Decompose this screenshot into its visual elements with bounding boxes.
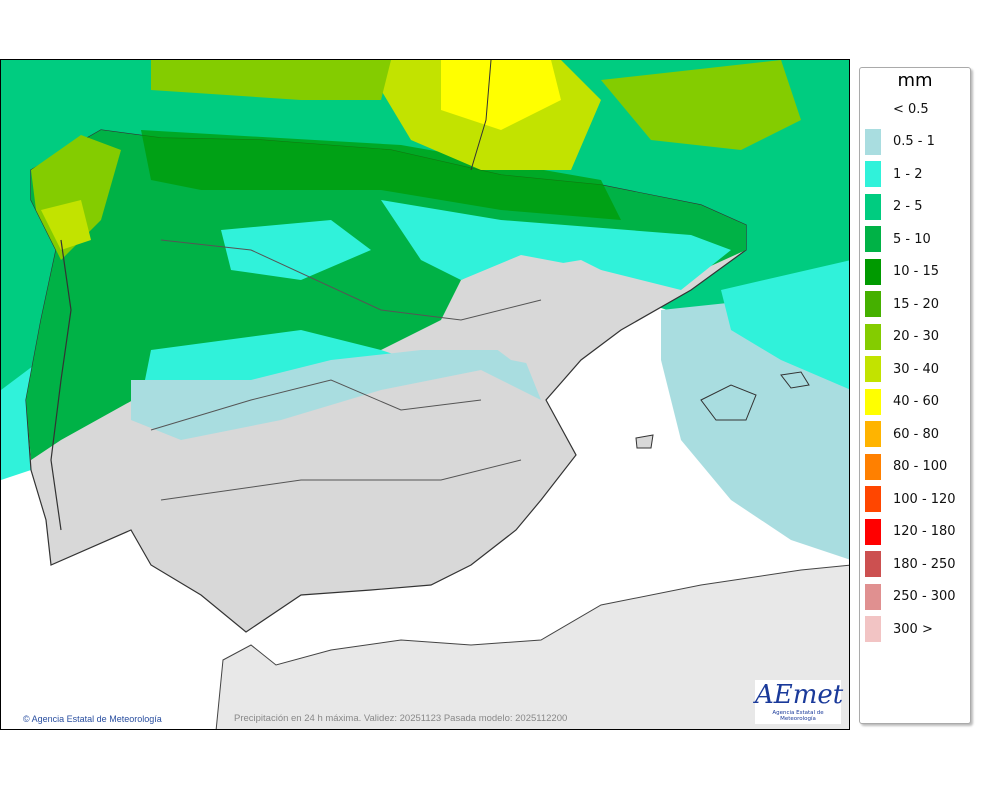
legend-label: < 0.5 — [893, 101, 929, 117]
legend-swatch — [865, 486, 881, 512]
legend-item: 180 - 250 — [860, 551, 956, 577]
legend-label: 100 - 120 — [893, 491, 956, 507]
logo-text: AEmet — [755, 680, 844, 710]
legend-label: 60 - 80 — [893, 426, 940, 442]
legend-label: 300 > — [893, 621, 933, 637]
legend-swatch — [865, 323, 881, 350]
aemet-logo: AEmet Agencia Estatal de Meteorología — [755, 680, 844, 724]
credit-text: Agencia Estatal de Meteorología — [31, 714, 162, 724]
map-canvas — [1, 60, 849, 729]
legend-item: 40 - 60 — [860, 388, 940, 415]
legend-swatch — [865, 96, 881, 122]
legend-swatch — [865, 161, 881, 187]
legend-item: 100 - 120 — [860, 486, 956, 512]
logo-subtitle: Agencia Estatal de Meteorología — [772, 710, 824, 722]
legend-swatch — [865, 226, 881, 252]
legend-swatch — [865, 193, 881, 220]
legend-item: 300 > — [860, 616, 933, 642]
legend-swatch — [865, 128, 881, 155]
legend-item: 2 - 5 — [860, 193, 923, 220]
legend-unit: mm — [897, 70, 933, 91]
legend-label: 2 - 5 — [893, 199, 923, 214]
legend-swatch — [865, 356, 881, 382]
legend-item: 30 - 40 — [860, 356, 939, 382]
legend-label: 180 - 250 — [893, 556, 956, 572]
legend-label: 10 - 15 — [893, 264, 940, 279]
legend-swatch — [865, 291, 881, 317]
legend-label: 5 - 10 — [893, 231, 931, 247]
legend-label: 120 - 180 — [893, 524, 956, 539]
legend-label: 20 - 30 — [893, 329, 940, 344]
legend-label: 30 - 40 — [893, 361, 940, 377]
legend-item: 0.5 - 1 — [860, 128, 935, 155]
legend-swatch — [865, 518, 881, 545]
legend-label: 15 - 20 — [893, 296, 940, 312]
map-caption: Precipitación en 24 h máxima. Validez: 2… — [234, 713, 568, 724]
copyright-credit: © Agencia Estatal de Meteorología — [23, 714, 162, 724]
legend-item: 15 - 20 — [860, 291, 939, 317]
legend-swatch — [865, 258, 881, 285]
legend-swatch — [865, 616, 881, 642]
legend-item: 20 - 30 — [860, 323, 940, 350]
legend-item: 80 - 100 — [860, 453, 948, 480]
legend-label: 1 - 2 — [893, 166, 923, 182]
legend: mm < 0.5 0.5 - 1 1 - 2 2 - 5 5 - 10 10 - 15 15… — [859, 67, 971, 724]
legend-item: 10 - 15 — [860, 258, 940, 285]
legend-label: 40 - 60 — [893, 394, 940, 409]
legend-swatch — [865, 551, 881, 577]
legend-item: 5 - 10 — [860, 226, 931, 252]
legend-item: 250 - 300 — [860, 583, 956, 610]
legend-item: 60 - 80 — [860, 421, 939, 447]
legend-swatch — [865, 421, 881, 447]
precipitation-map[interactable]: © Agencia Estatal de Meteorología Precip… — [0, 59, 850, 730]
legend-item: < 0.5 — [860, 96, 929, 122]
legend-swatch — [865, 388, 881, 415]
legend-item: 120 - 180 — [860, 518, 956, 545]
africa-land — [215, 564, 849, 729]
legend-label: 250 - 300 — [893, 589, 956, 604]
legend-item: 1 - 2 — [860, 161, 923, 187]
balearic-islands — [700, 384, 757, 421]
legend-swatch — [865, 453, 881, 480]
legend-label: 80 - 100 — [893, 459, 948, 474]
legend-label: 0.5 - 1 — [893, 134, 935, 149]
legend-swatch — [865, 583, 881, 610]
